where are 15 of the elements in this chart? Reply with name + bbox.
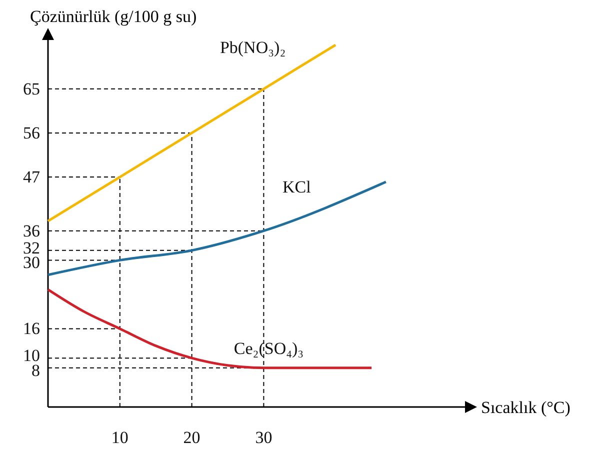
x-axis-title: Sıcaklık (°C) [481,398,570,417]
series-label: Pb(NO₃)₂ [220,38,286,57]
y-tick-label: 16 [23,319,40,338]
y-axis-title: Çözünürlük (g/100 g su) [30,7,197,26]
y-tick-label: 65 [23,79,40,98]
y-tick-label: 56 [23,123,40,142]
y-tick-label: 47 [23,167,40,186]
line-series [46,288,373,370]
series-label: Ce₂(SO₄)₃ [234,338,304,358]
x-tick-label: 30 [255,428,272,448]
line-series [46,180,388,276]
series-label: KCl [282,177,312,196]
y-tick-label: 36 [23,221,40,240]
x-tick-label: 20 [183,428,200,448]
x-tick-label: 10 [111,428,128,448]
